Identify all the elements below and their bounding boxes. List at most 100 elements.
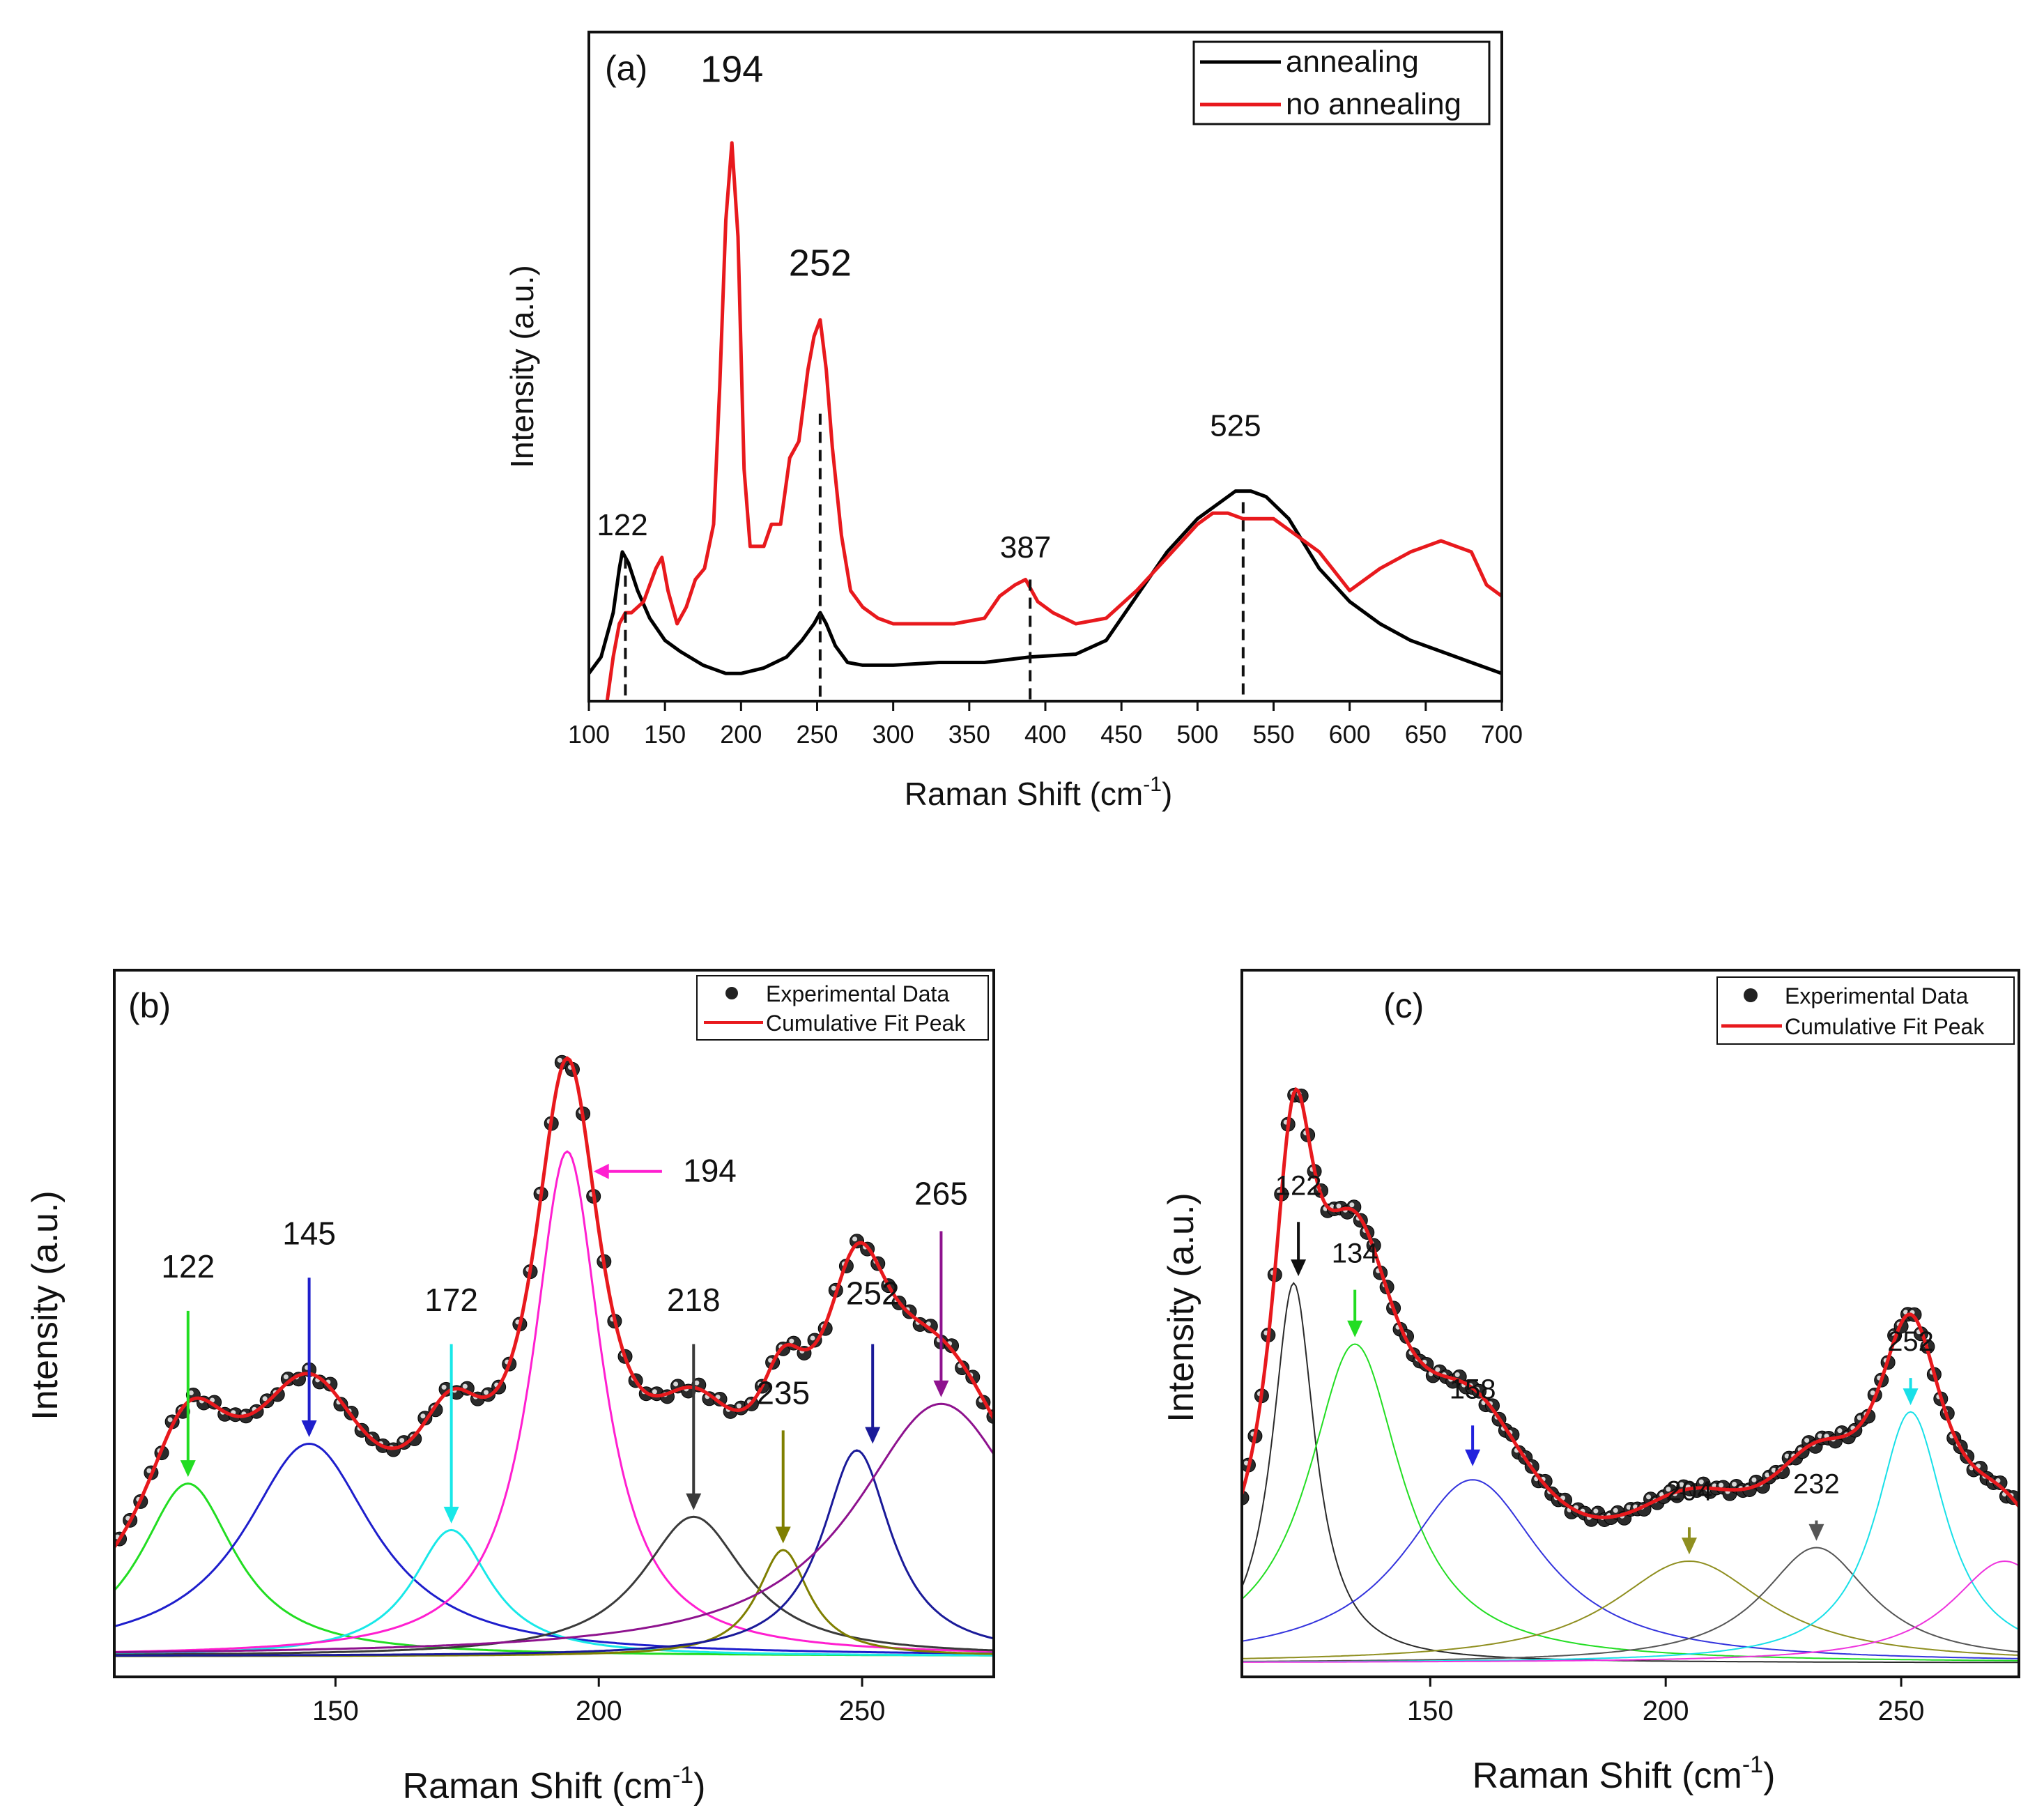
- peak-label-252: 252: [789, 242, 852, 284]
- x-tick-label-200: 200: [720, 720, 762, 749]
- fit-component-235: [114, 1549, 994, 1657]
- x-tick-label-200: 200: [576, 1696, 622, 1726]
- panel-a-y-axis-label: Intensity (a.u.): [504, 265, 540, 468]
- peak-label-525: 525: [1210, 408, 1261, 443]
- peak-arrow-122-head: [180, 1460, 196, 1478]
- peak-arrow-235-head: [775, 1526, 791, 1544]
- experimental-point-highlight: [1349, 1202, 1355, 1208]
- panel-a-legend-box: [1192, 40, 1491, 125]
- panel-c-x-axis-label-text: Raman Shift (cm: [1473, 1756, 1742, 1796]
- peak-arrow-204-head: [1681, 1537, 1697, 1555]
- experimental-point-highlight: [810, 1335, 815, 1341]
- panel-b-legend-box: [696, 975, 989, 1041]
- legend-label-no-annealing: no annealing: [1286, 87, 1461, 121]
- panel-c-y-axis-label: Intensity (a.u.): [1161, 1192, 1201, 1422]
- experimental-point-highlight: [1857, 1415, 1862, 1420]
- series-line-no-annealing: [605, 141, 1502, 701]
- panel-b-frame: [113, 969, 995, 1678]
- peak-label-122: 122: [161, 1248, 215, 1284]
- experimental-point-highlight: [1837, 1428, 1843, 1434]
- experimental-point-highlight: [441, 1384, 447, 1390]
- peak-label-387: 387: [1000, 530, 1051, 565]
- experimental-point-highlight: [1751, 1477, 1757, 1482]
- experimental-point-highlight: [1646, 1494, 1652, 1500]
- panel-a-x-axis-label-end: ): [1162, 776, 1172, 812]
- panel-b-plot-area: [114, 1054, 994, 1657]
- x-tick-label-200: 200: [1643, 1696, 1689, 1726]
- experimental-point-highlight: [146, 1468, 152, 1473]
- peak-arrow-158-head: [1465, 1449, 1481, 1466]
- x-tick-label-500: 500: [1176, 720, 1218, 749]
- experimental-point-highlight: [789, 1338, 794, 1344]
- experimental-point-highlight: [1732, 1481, 1737, 1487]
- panel-a-x-axis-label-text: Raman Shift (cm: [905, 776, 1144, 812]
- panel-a-frame: [587, 31, 1503, 703]
- peak-arrow-134-head: [1347, 1320, 1363, 1337]
- x-tick-label-300: 300: [873, 720, 914, 749]
- legend-marker-experimental-data: [725, 987, 738, 999]
- panel-a-dashed-markers: [624, 413, 1245, 701]
- peak-label-158: 158: [1450, 1374, 1496, 1404]
- experimental-point-highlight: [852, 1236, 858, 1242]
- panel-c-frame: [1240, 969, 2020, 1678]
- experimental-point-highlight: [1870, 1390, 1875, 1395]
- fit-component-205: [1242, 1560, 2019, 1659]
- experimental-point-highlight: [1818, 1433, 1823, 1439]
- experimental-point-highlight: [557, 1057, 562, 1063]
- panel-a-chart: 100 150 200 250 300 350 400 450 500 550 600 650 700 …: [504, 31, 1523, 812]
- x-tick-label-150: 150: [1407, 1696, 1454, 1726]
- legend-marker-experimental-data: [1744, 988, 1758, 1002]
- panel-b-x-axis-label-end: ): [693, 1766, 705, 1807]
- panel-b-peak-labels: 122 145 172 218 235 252 265 194: [161, 1153, 968, 1544]
- legend-label-experimental-data: Experimental Data: [766, 981, 949, 1006]
- experimental-point-highlight: [1804, 1438, 1810, 1443]
- experimental-point-highlight: [1435, 1367, 1440, 1372]
- experimental-point: [1242, 1490, 1250, 1505]
- peak-label-122: 122: [597, 508, 647, 542]
- panel-b-x-axis-label-text: Raman Shift (cm: [403, 1766, 673, 1807]
- peak-label-122: 122: [1275, 1170, 1322, 1201]
- x-tick-label-250: 250: [839, 1696, 886, 1726]
- panel-c-plot-area: [1242, 1087, 2019, 1664]
- panel-a-label: (a): [605, 49, 647, 88]
- experimental-point-highlight: [484, 1390, 489, 1395]
- x-tick-label-250: 250: [796, 720, 838, 749]
- fit-component-145: [114, 1442, 994, 1655]
- fit-component-265: [114, 1402, 994, 1654]
- experimental-point-highlight: [167, 1417, 173, 1422]
- peak-label-252: 252: [846, 1275, 900, 1311]
- fit-component-172: [114, 1528, 994, 1657]
- experimental-point-highlight: [1765, 1472, 1770, 1478]
- x-tick-label-250: 250: [1878, 1696, 1925, 1726]
- legend-label-cumulative-fit: Cumulative Fit Peak: [766, 1011, 966, 1036]
- fit-component-159: [1242, 1479, 2019, 1659]
- peak-arrow-252-head: [865, 1427, 881, 1444]
- panel-a-plot-area: [589, 141, 1502, 701]
- cumulative-fit-line: [1242, 1087, 2019, 1519]
- peak-label-218: 218: [667, 1282, 721, 1318]
- experimental-point-highlight: [1666, 1487, 1671, 1492]
- cumulative-fit-line: [114, 1056, 994, 1549]
- x-tick-label-400: 400: [1024, 720, 1066, 749]
- panel-b-y-axis-label: Intensity (a.u.): [25, 1190, 66, 1420]
- peak-label-204: 204: [1666, 1475, 1713, 1506]
- peak-arrow-265-head: [933, 1380, 949, 1397]
- panel-a-x-axis-label-sup: -1: [1143, 773, 1162, 796]
- x-tick-label-600: 600: [1329, 720, 1371, 749]
- experimental-point-highlight: [673, 1381, 679, 1387]
- series-line-annealing: [589, 489, 1502, 675]
- experimental-point-highlight: [1679, 1482, 1684, 1487]
- panel-b-chart: 150 200 250 (b) Intensity (a.u.) Raman Shi…: [25, 969, 995, 1807]
- experimental-point-highlight: [1454, 1372, 1460, 1377]
- peak-arrow-145-head: [301, 1420, 317, 1437]
- peak-label-194: 194: [683, 1153, 737, 1189]
- experimental-point-highlight: [1719, 1482, 1724, 1488]
- x-tick-label-650: 650: [1405, 720, 1447, 749]
- panel-b-x-axis-label-sup: -1: [673, 1762, 693, 1788]
- panel-c-legend-box: [1716, 976, 2015, 1045]
- panel-b-x-axis-label: Raman Shift (cm-1): [403, 1762, 706, 1807]
- legend-label-experimental-data: Experimental Data: [1785, 983, 1968, 1008]
- panel-b-x-ticks: 150 200 250: [312, 1677, 885, 1726]
- panel-b-legend: Experimental Data Cumulative Fit Peak: [696, 975, 989, 1041]
- fit-component-122: [114, 1482, 994, 1657]
